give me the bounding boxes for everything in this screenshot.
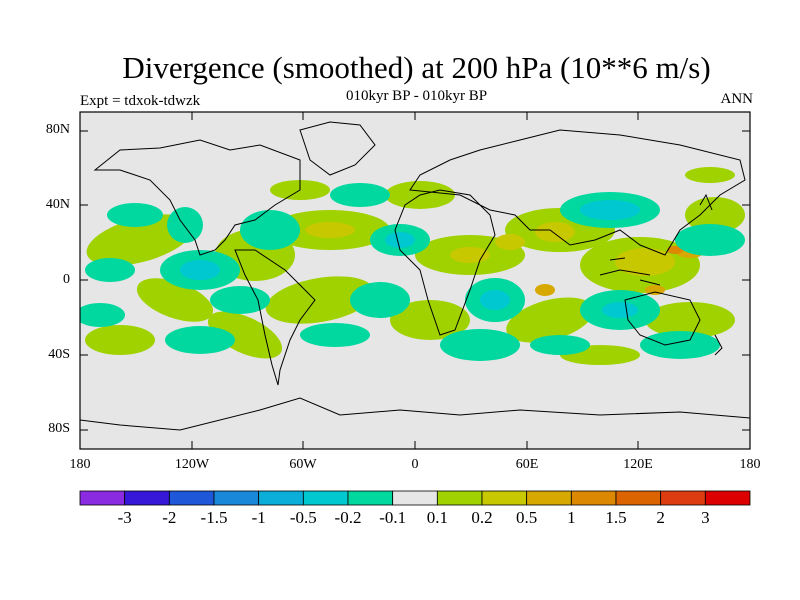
lat-tick-80n: 80N — [45, 122, 70, 137]
lon-tick-120w: 120W — [174, 457, 210, 472]
colorbar-box — [168, 490, 215, 506]
colorbar-label: -0.2 — [334, 508, 362, 527]
colorbar-label: -3 — [117, 508, 132, 527]
colorbar-label: -0.5 — [289, 508, 317, 527]
lon-tick-60e: 60E — [515, 457, 539, 472]
colorbar-box — [347, 490, 394, 506]
colorbar-label: 0.5 — [516, 508, 538, 527]
plot-subtitle: 010kyr BP - 010kyr BP — [345, 88, 488, 104]
colorbar-label: 3 — [701, 508, 710, 527]
colorbar-box — [660, 490, 706, 506]
colorbar-label: 0.2 — [471, 508, 493, 527]
colorbar-box — [258, 490, 304, 506]
colorbar-box — [79, 490, 126, 506]
colorbar-box — [704, 490, 751, 506]
lat-tick-40n: 40N — [45, 197, 70, 212]
lon-tick-60w: 60W — [289, 457, 317, 472]
colorbar-box — [615, 490, 662, 506]
colorbar-box — [302, 490, 349, 506]
lon-tick-0: 0 — [411, 457, 419, 472]
colorbar-box — [213, 490, 260, 506]
lon-tick-180w: 180 — [69, 457, 91, 472]
divergence-field — [80, 167, 745, 365]
colorbar-label: -0.1 — [379, 508, 407, 527]
lat-tick-40s: 40S — [48, 347, 70, 362]
axis-ticks — [79, 112, 751, 449]
colorbar-label: -1.5 — [200, 508, 228, 527]
colorbar-label: 1.5 — [605, 508, 627, 527]
colorbar — [79, 490, 751, 506]
colorbar-box — [570, 490, 617, 506]
lon-tick-120e: 120E — [623, 457, 653, 472]
lon-tick-180e: 180 — [739, 457, 761, 472]
colorbar-label: 0.1 — [426, 508, 448, 527]
colorbar-box — [526, 490, 572, 506]
colorbar-label: 1 — [567, 508, 576, 527]
colorbar-label: -1 — [251, 508, 266, 527]
plot-title: Divergence (smoothed) at 200 hPa (10**6 … — [122, 50, 711, 85]
colorbar-label: -2 — [162, 508, 177, 527]
colorbar-label: 2 — [656, 508, 665, 527]
coastlines — [80, 121, 750, 431]
colorbar-box — [436, 490, 483, 506]
lat-tick-80s: 80S — [48, 421, 70, 436]
experiment-label: Expt = tdxok-tdwzk — [80, 93, 201, 109]
colorbar-box — [481, 490, 528, 506]
lat-tick-0: 0 — [63, 272, 70, 287]
colorbar-box — [124, 490, 170, 506]
season-label: ANN — [720, 91, 754, 107]
colorbar-box — [392, 490, 438, 506]
